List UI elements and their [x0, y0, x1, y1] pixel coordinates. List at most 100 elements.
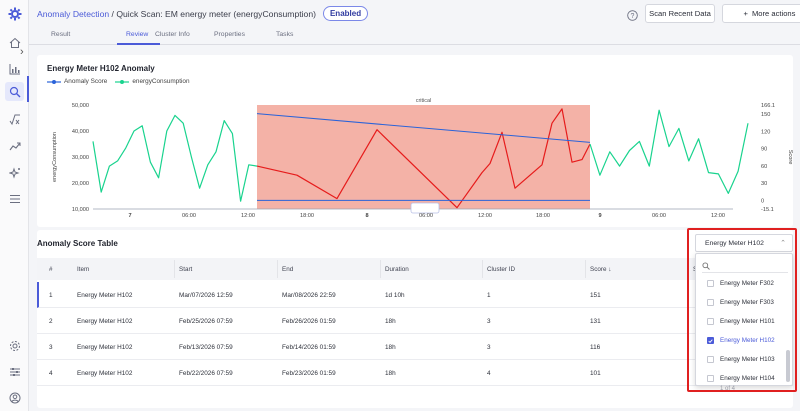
dropdown-option[interactable]: Energy Meter F303 [696, 293, 786, 312]
dropdown-option[interactable]: Energy Meter H103 [696, 350, 786, 369]
cell-score: 116 [590, 344, 601, 351]
cell-item: Energy Meter H102 [77, 344, 133, 351]
cell-cluster-id: 3 [487, 318, 491, 325]
dropdown-scrollbar[interactable] [786, 350, 790, 382]
checkbox[interactable] [707, 280, 714, 287]
sliders-icon[interactable] [5, 362, 24, 381]
home-icon[interactable] [5, 33, 24, 52]
y2-tick-label: 90 [761, 147, 767, 153]
dropdown-option[interactable]: Energy Meter F302 [696, 274, 786, 293]
cell-score: 101 [590, 370, 601, 377]
sort-down-arrow-icon: ↓ [608, 266, 612, 273]
x-tick-label: 12:00 [241, 213, 255, 219]
score-header-label: Score [590, 266, 607, 273]
col-header-cluster-id[interactable]: Cluster ID [487, 266, 515, 273]
col-header-end[interactable]: End [282, 266, 294, 273]
y2-tick-label: 60 [761, 164, 767, 170]
range-slider-handle [410, 202, 440, 214]
dropdown-option-label: Energy Meter F303 [720, 299, 774, 306]
y-tick-label: 20,000 [72, 181, 89, 187]
dropdown-option-label: Energy Meter H102 [720, 337, 775, 344]
cell-score: 131 [590, 318, 601, 325]
user-avatar-icon[interactable] [5, 388, 24, 407]
legend-label-energy: energyConsumption [132, 78, 190, 85]
bar-chart-icon[interactable] [5, 59, 24, 78]
formula-icon[interactable] [5, 110, 24, 129]
col-divider [380, 260, 381, 278]
table-row[interactable]: 3 Energy Meter H102 Feb/13/2026 07:59 Fe… [37, 334, 793, 360]
col-header-number: # [49, 266, 53, 273]
breadcrumb-link-anomaly-detection[interactable]: Anomaly Detection [37, 8, 110, 19]
item-select-dropdown[interactable]: Energy Meter H102 ⌃ [695, 234, 793, 252]
tab-tasks[interactable]: Tasks [276, 31, 294, 38]
scan-recent-data-button[interactable]: Scan Recent Data [645, 4, 715, 23]
menu-icon[interactable] [5, 189, 24, 208]
col-header-start[interactable]: Start [179, 266, 193, 273]
checkbox[interactable] [707, 356, 714, 363]
y2-tick-label: 150 [761, 112, 770, 118]
checkbox[interactable] [707, 375, 714, 382]
status-badge: Enabled [322, 6, 369, 21]
dropdown-search-input[interactable] [702, 259, 788, 273]
anomaly-band-label: critical [416, 98, 432, 104]
table-row[interactable]: 1 Energy Meter H102 Mar/07/2026 12:59 Ma… [37, 282, 793, 308]
checkbox[interactable] [707, 299, 714, 306]
tab-properties[interactable]: Properties [214, 31, 245, 38]
energy-series-line-anomaly [256, 108, 591, 209]
breadcrumb-separator: / [109, 8, 117, 19]
x-tick-label: 06:00 [419, 213, 433, 219]
settings-icon[interactable] [5, 336, 24, 355]
chart-legend: Anomaly Score energyConsumption [47, 78, 190, 85]
cell-duration: 18h [385, 318, 396, 325]
table-pager: 1 of 4 [720, 386, 736, 392]
y2-tick-label: 166.1 [761, 103, 775, 109]
col-header-score[interactable]: Score ↓ [590, 266, 611, 273]
anomaly-chart[interactable]: critical 50,000 40,000 30,000 20,000 10,000 1… [37, 55, 793, 227]
cell-number: 3 [49, 344, 53, 351]
energy-series-line-after [589, 109, 749, 194]
col-divider [482, 260, 483, 278]
cell-number: 1 [49, 292, 53, 299]
help-icon[interactable]: ? [627, 8, 638, 21]
x-tick-label: 18:00 [536, 213, 550, 219]
x-tick-label: 18:00 [300, 213, 314, 219]
legend-item-anomaly-score[interactable]: Anomaly Score [47, 78, 107, 85]
dropdown-option[interactable]: Energy Meter H104 [696, 369, 786, 385]
gear-logo-icon[interactable] [5, 4, 24, 23]
cell-end: Mar/08/2026 22:59 [282, 292, 336, 299]
sparkle-icon[interactable] [5, 163, 24, 182]
table-row[interactable]: 2 Energy Meter H102 Feb/25/2026 07:59 Fe… [37, 308, 793, 334]
y2-tick-label: 0 [761, 198, 764, 204]
col-header-duration[interactable]: Duration [385, 266, 409, 273]
more-actions-button[interactable]: + More actions [722, 4, 800, 23]
tab-bar: Result Review Cluster Info Properties Ta… [29, 27, 800, 45]
table-row[interactable]: 4 Energy Meter H102 Feb/22/2026 07:59 Fe… [37, 360, 793, 386]
anomaly-score-table-panel: Anomaly Score Table # Item Start End Dur… [37, 230, 793, 408]
tab-cluster-info[interactable]: Cluster Info [155, 31, 190, 38]
dropdown-option[interactable]: Energy Meter H101 [696, 312, 786, 331]
checkbox[interactable] [707, 318, 714, 325]
table-title: Anomaly Score Table [37, 239, 118, 248]
expand-rail-chevron-icon[interactable]: › [20, 46, 24, 58]
y2-tick-label: 30 [761, 181, 767, 187]
legend-item-energy[interactable]: energyConsumption [115, 78, 190, 85]
tab-review[interactable]: Review [126, 31, 149, 38]
svg-text:?: ? [631, 13, 635, 20]
cell-start: Feb/13/2026 07:59 [179, 344, 233, 351]
checkbox-checked[interactable] [707, 337, 714, 344]
y-tick-label: 10,000 [72, 207, 89, 213]
anomaly-chart-panel: critical 50,000 40,000 30,000 20,000 10,000 1… [37, 55, 793, 227]
chart-title: Energy Meter H102 Anomaly [47, 64, 155, 73]
dropdown-option[interactable]: Energy Meter H102 [696, 331, 786, 350]
col-header-item[interactable]: Item [77, 266, 90, 273]
dropdown-option-label: Energy Meter H103 [720, 356, 775, 363]
cell-cluster-id: 3 [487, 344, 491, 351]
cell-score: 151 [590, 292, 601, 299]
cell-number: 2 [49, 318, 53, 325]
tab-result[interactable]: Result [51, 31, 71, 38]
cell-end: Feb/26/2026 01:59 [282, 318, 336, 325]
cell-duration: 18h [385, 344, 396, 351]
cell-cluster-id: 4 [487, 370, 491, 377]
anomaly-search-icon[interactable] [5, 82, 24, 101]
trend-icon[interactable] [5, 136, 24, 155]
